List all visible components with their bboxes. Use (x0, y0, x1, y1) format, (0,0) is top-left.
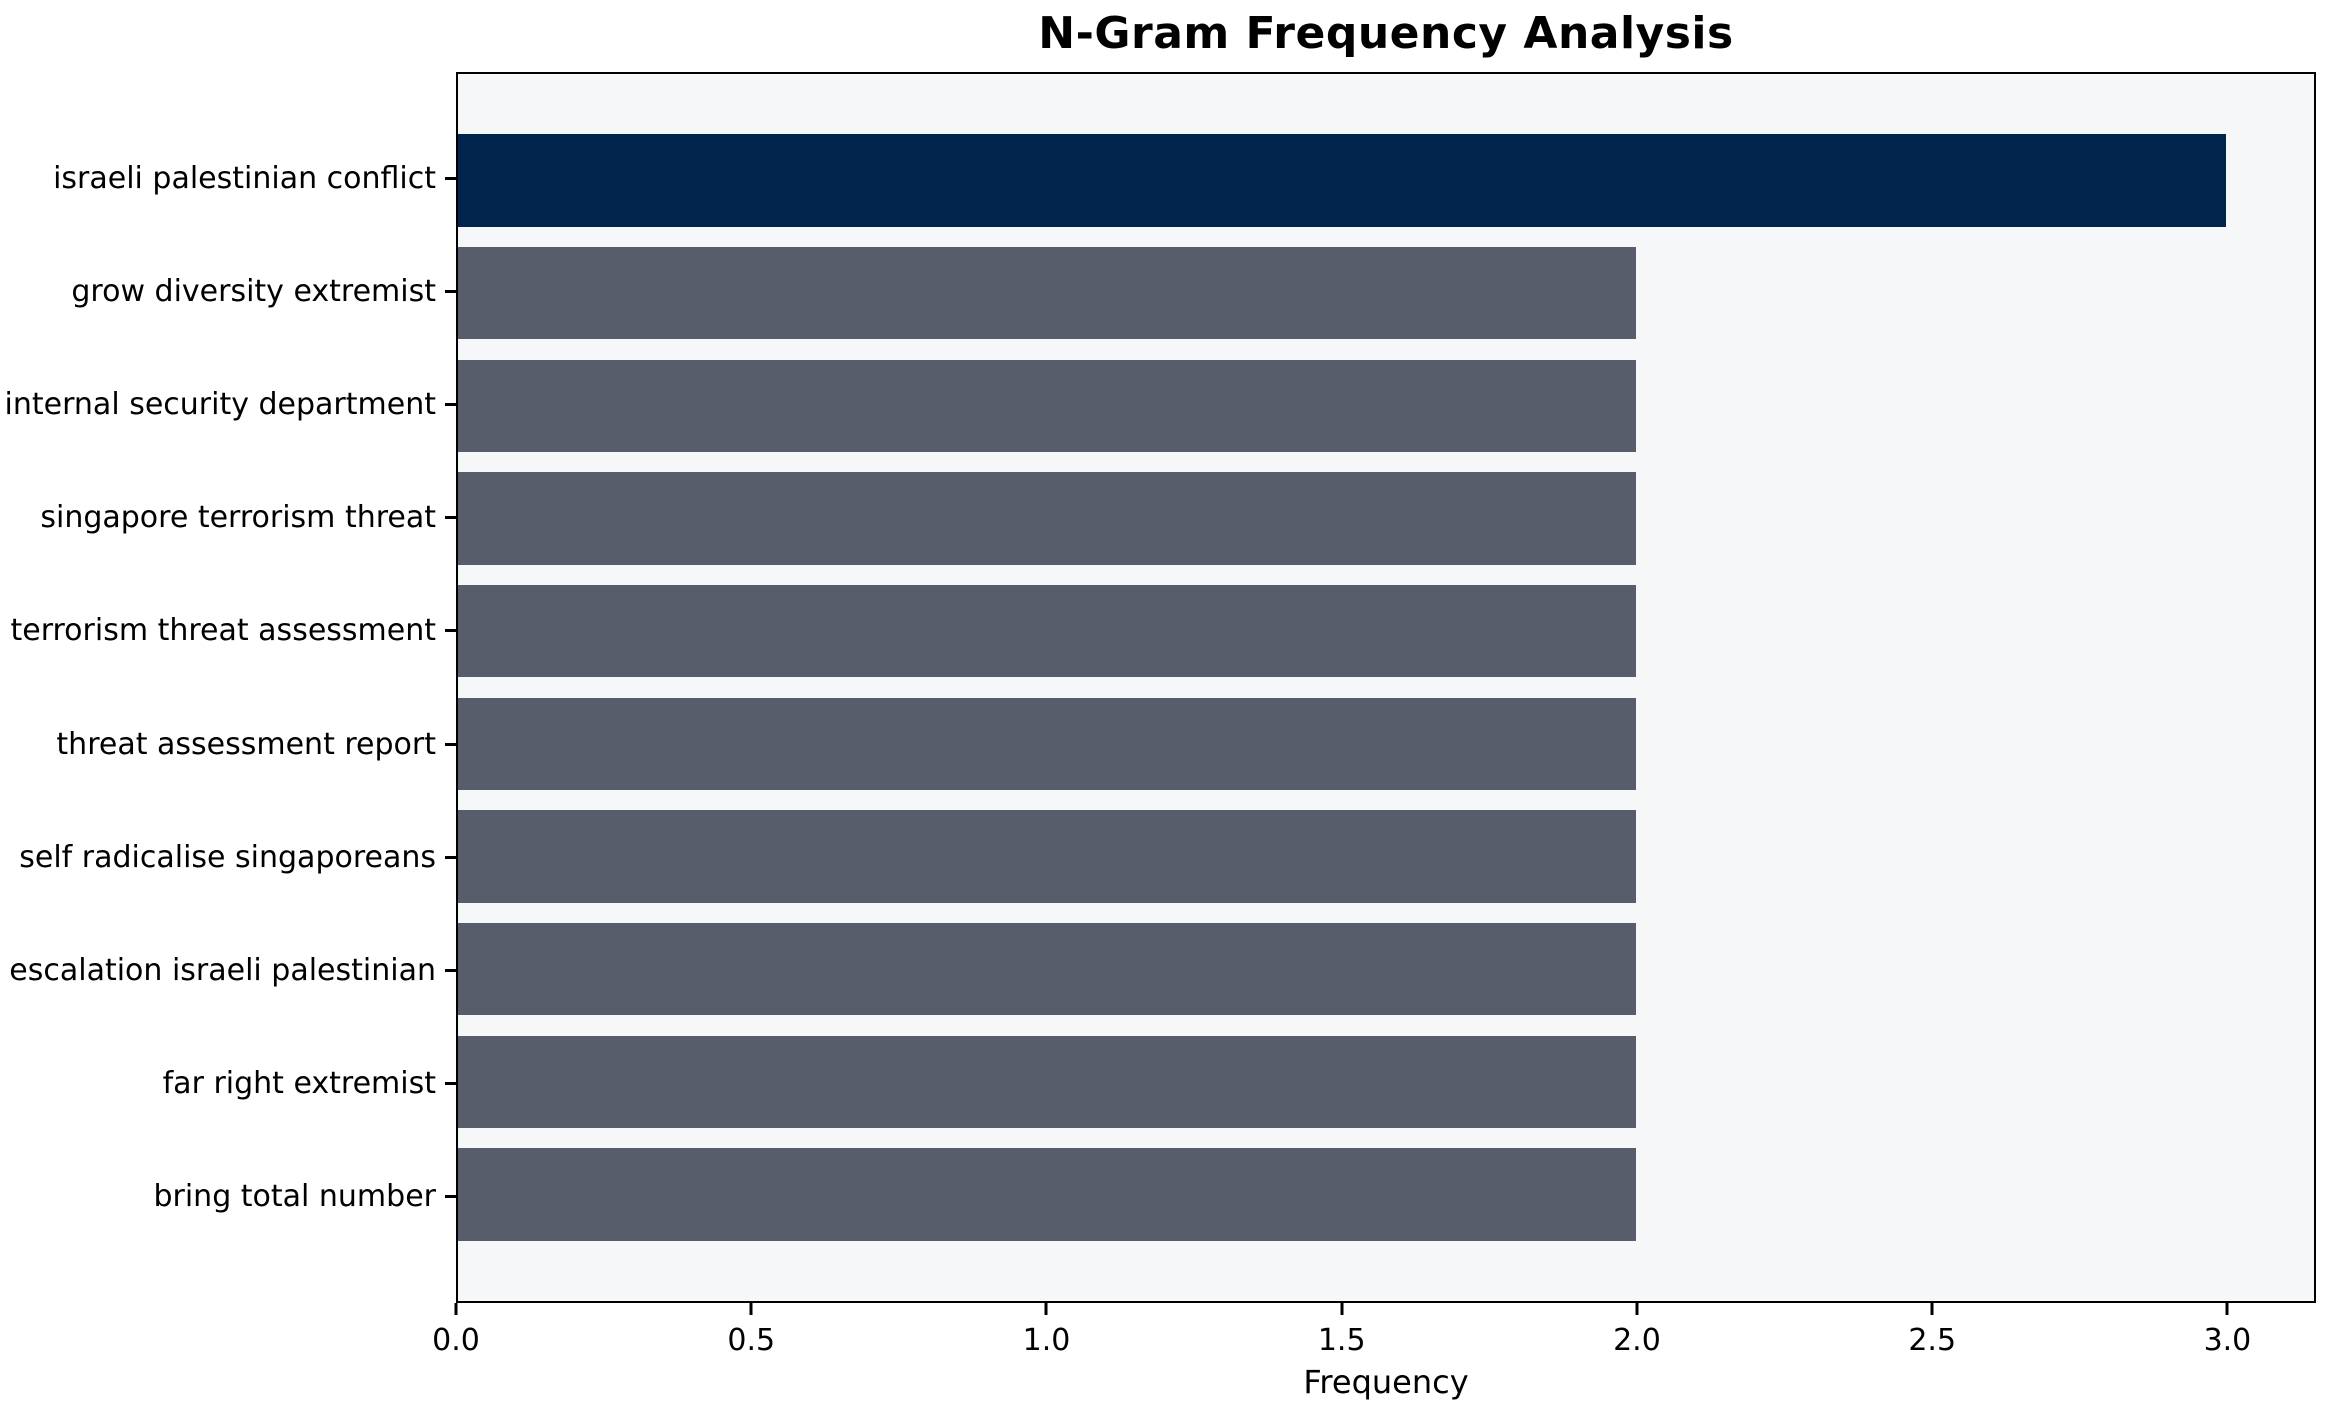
y-tick-mark (445, 516, 456, 520)
bar (458, 359, 1637, 452)
x-axis: 0.0 0.5 1.0 1.5 2.0 2.5 3.0 (432, 1303, 2316, 1393)
x-tick-label: 0.0 (432, 1323, 480, 1358)
bar-row (458, 913, 2314, 1026)
bar (458, 134, 2226, 227)
y-axis-label: singapore terrorism threat (40, 500, 436, 536)
x-tick-mark (749, 1303, 753, 1315)
bar (458, 472, 1637, 565)
y-axis: israeli palestinian conflict grow diversi… (0, 72, 456, 1303)
x-tick-mark (1930, 1303, 1934, 1315)
y-axis-label: threat assessment report (56, 726, 436, 762)
y-label-row: far right extremist (0, 1027, 456, 1140)
y-label-row: self radicalise singaporeans (0, 801, 456, 914)
bar-row (458, 462, 2314, 575)
y-tick-mark (445, 177, 456, 181)
y-axis-label: escalation israeli palestinian (9, 952, 436, 988)
y-axis-label: bring total number (153, 1178, 436, 1214)
x-tick-label: 2.5 (1908, 1323, 1957, 1358)
x-tick-mark (1340, 1303, 1344, 1315)
y-label-row: singapore terrorism threat (0, 461, 456, 574)
x-tick-label: 0.5 (727, 1323, 776, 1358)
y-label-row: bring total number (0, 1140, 456, 1253)
bar-row (458, 575, 2314, 688)
y-tick-mark (445, 742, 456, 746)
y-axis-label: far right extremist (162, 1065, 436, 1101)
y-label-row: internal security department (0, 348, 456, 461)
y-label-row: escalation israeli palestinian (0, 914, 456, 1027)
x-axis-label: Frequency (1303, 1363, 1469, 1401)
y-label-row: israeli palestinian conflict (0, 122, 456, 235)
y-tick-mark (445, 1081, 456, 1085)
y-tick-mark (445, 855, 456, 859)
chart-title: N-Gram Frequency Analysis (1038, 8, 1734, 59)
bar-row (458, 688, 2314, 801)
y-tick-mark (445, 968, 456, 972)
bar-row (458, 1138, 2314, 1251)
bar-row (458, 349, 2314, 462)
bar (458, 584, 1637, 678)
x-tick-mark (454, 1303, 458, 1315)
y-tick-mark (445, 403, 456, 407)
x-tick-mark (2225, 1303, 2229, 1315)
bars-container (458, 74, 2314, 1301)
y-label-row: grow diversity extremist (0, 235, 456, 348)
x-tick-mark (1044, 1303, 1048, 1315)
y-axis-label: internal security department (4, 387, 436, 423)
bar-row (458, 1026, 2314, 1139)
x-tick-label: 2.0 (1613, 1323, 1661, 1358)
y-axis-label: terrorism threat assessment (10, 613, 436, 649)
plot-area (456, 72, 2316, 1303)
bar (458, 246, 1637, 340)
bar (458, 1148, 1637, 1241)
y-tick-mark (445, 629, 456, 633)
bar (458, 923, 1637, 1016)
y-tick-mark (445, 1194, 456, 1198)
bar-row (458, 237, 2314, 350)
y-axis-label: israeli palestinian conflict (53, 161, 436, 197)
y-axis-label: grow diversity extremist (71, 274, 436, 310)
x-tick-label: 1.0 (1022, 1323, 1071, 1358)
bar (458, 697, 1637, 791)
bar (458, 1035, 1637, 1129)
y-label-row: threat assessment report (0, 687, 456, 800)
x-tick-label: 1.5 (1317, 1323, 1366, 1358)
y-label-row: terrorism threat assessment (0, 574, 456, 687)
y-axis-label: self radicalise singaporeans (19, 839, 436, 875)
x-tick-mark (1635, 1303, 1639, 1315)
y-tick-mark (445, 290, 456, 294)
bar (458, 810, 1637, 903)
bar-row (458, 800, 2314, 913)
bar-row (458, 124, 2314, 237)
x-tick-label: 3.0 (2203, 1323, 2252, 1358)
